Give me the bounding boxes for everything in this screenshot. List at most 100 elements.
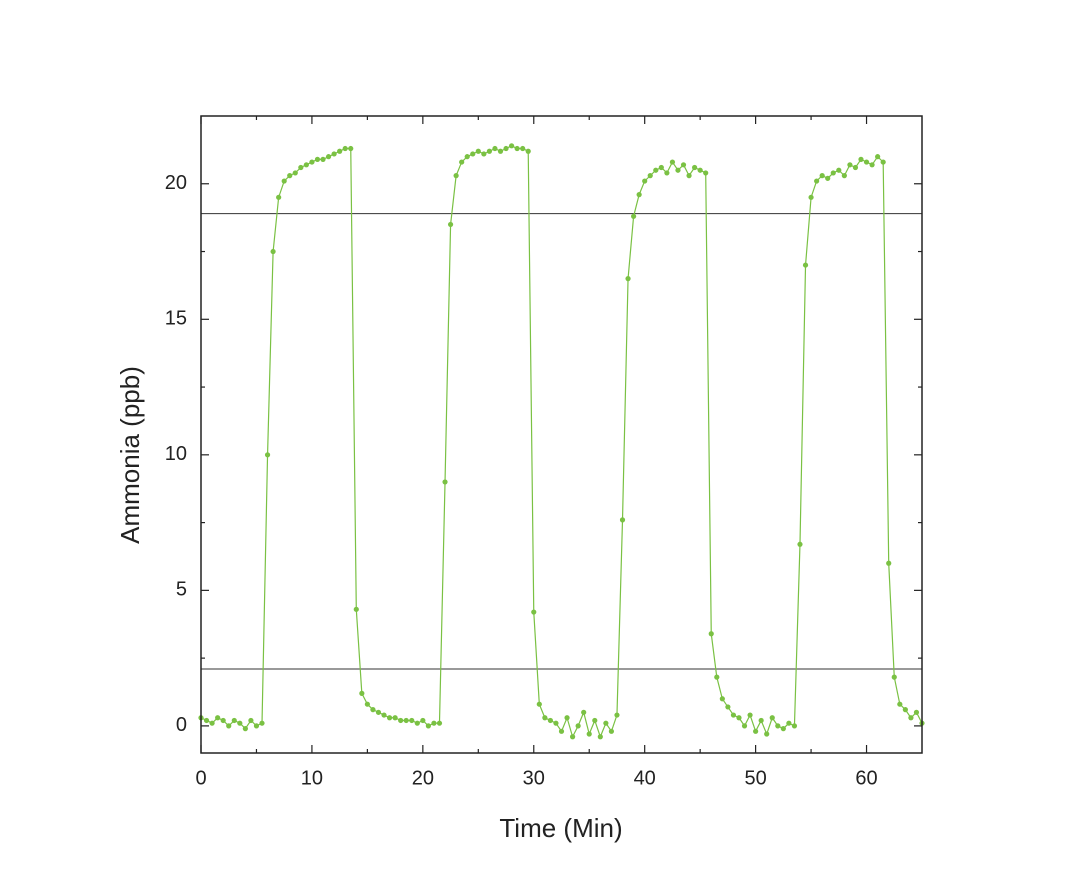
data-point (497, 148, 504, 154)
data-point (314, 156, 321, 162)
x-tick-label: 30 (523, 767, 545, 789)
data-point (431, 720, 437, 726)
data-point (242, 726, 248, 732)
data-point (481, 151, 487, 157)
data-point (436, 720, 443, 726)
data-point (797, 541, 803, 547)
data-point (658, 164, 664, 171)
data-point (259, 720, 265, 726)
data-point (514, 145, 520, 152)
data-point (264, 452, 271, 458)
data-point (287, 173, 293, 179)
data-point (453, 173, 459, 179)
data-point (226, 723, 232, 729)
data-point (858, 156, 864, 162)
data-point (386, 715, 393, 721)
data-point (869, 162, 875, 168)
data-point (902, 707, 908, 713)
data-point (547, 717, 554, 724)
data-point (303, 162, 309, 168)
data-point (542, 715, 548, 721)
data-point (791, 723, 798, 729)
data-point (575, 723, 581, 729)
data-point (253, 723, 260, 729)
y-axis-label: Ammonia (ppb) (115, 366, 145, 544)
data-point (675, 167, 681, 173)
data-point (841, 173, 847, 179)
data-point (475, 148, 481, 154)
data-point (636, 192, 642, 198)
data-point (447, 221, 454, 228)
x-tick-label: 40 (634, 767, 656, 789)
data-point (897, 701, 903, 707)
data-point (631, 213, 637, 219)
data-point (719, 696, 725, 702)
data-point (531, 609, 537, 615)
series-line (200, 145, 923, 739)
data-point (764, 731, 770, 737)
data-point (564, 715, 570, 721)
data-point (503, 145, 509, 152)
data-point (758, 717, 764, 724)
data-point (348, 145, 354, 152)
data-point (292, 170, 298, 176)
data-point (442, 479, 448, 485)
data-point (381, 712, 387, 718)
y-tick-label: 15 (165, 308, 187, 330)
y-tick-label: 20 (165, 172, 187, 194)
data-point (863, 159, 870, 165)
data-point (697, 167, 703, 173)
data-point (686, 173, 692, 179)
data-point (769, 715, 775, 721)
data-point (725, 704, 731, 710)
data-point (508, 143, 515, 149)
data-point (614, 712, 620, 718)
data-point (825, 175, 831, 181)
data-point (520, 145, 526, 152)
data-point (775, 723, 781, 729)
data-point (375, 709, 382, 715)
data-point (398, 717, 404, 724)
data-point (420, 717, 426, 724)
data-point (203, 717, 210, 724)
data-point (852, 164, 859, 171)
data-point (403, 717, 409, 724)
data-point (747, 712, 753, 718)
data-point (913, 709, 920, 715)
data-point (586, 731, 592, 737)
x-axis-label: Time (Min) (499, 813, 622, 843)
x-tick-label: 20 (412, 767, 434, 789)
data-point (875, 154, 881, 160)
data-point (619, 517, 626, 523)
data-point (786, 720, 792, 726)
data-point (780, 726, 786, 732)
data-point (270, 248, 276, 255)
data-point (392, 715, 398, 721)
data-point (802, 262, 809, 268)
data-point (331, 151, 337, 157)
data-point (891, 674, 897, 680)
x-tick-label: 60 (855, 767, 877, 789)
data-point (492, 145, 498, 152)
data-point (276, 194, 282, 200)
data-point (209, 720, 215, 726)
data-point (231, 717, 237, 724)
data-point (814, 178, 820, 184)
data-point (359, 690, 365, 696)
data-point (370, 707, 376, 713)
data-point (553, 720, 559, 726)
y-tick-label: 5 (176, 579, 187, 601)
data-point (708, 631, 714, 637)
data-point (592, 717, 598, 724)
data-point (680, 162, 687, 168)
data-point (409, 717, 415, 724)
data-point (320, 156, 326, 162)
data-point (464, 154, 470, 160)
data-point (819, 173, 825, 179)
data-point (342, 145, 348, 152)
data-point (486, 148, 492, 154)
data-point (337, 148, 343, 154)
data-point (220, 717, 226, 724)
